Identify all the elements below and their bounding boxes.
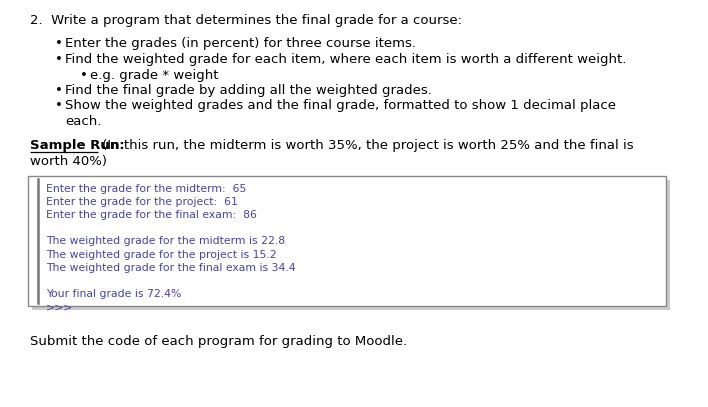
Bar — [28, 175, 666, 306]
Text: The weighted grade for the project is 15.2: The weighted grade for the project is 15… — [46, 249, 277, 260]
Text: Enter the grades (in percent) for three course items.: Enter the grades (in percent) for three … — [65, 37, 416, 50]
Text: •: • — [55, 99, 63, 112]
Text: Submit the code of each program for grading to Moodle.: Submit the code of each program for grad… — [30, 335, 407, 348]
Text: Enter the grade for the midterm:  65: Enter the grade for the midterm: 65 — [46, 184, 246, 193]
Text: (In this run, the midterm is worth 35%, the project is worth 25% and the final i: (In this run, the midterm is worth 35%, … — [98, 140, 634, 153]
Text: •: • — [55, 84, 63, 97]
Text: Show the weighted grades and the final grade, formatted to show 1 decimal place: Show the weighted grades and the final g… — [65, 99, 616, 112]
Text: Sample Run:: Sample Run: — [30, 140, 125, 153]
Text: e.g. grade * weight: e.g. grade * weight — [90, 68, 219, 81]
Text: 2.  Write a program that determines the final grade for a course:: 2. Write a program that determines the f… — [30, 14, 462, 27]
Text: worth 40%): worth 40%) — [30, 155, 107, 168]
Text: Enter the grade for the final exam:  86: Enter the grade for the final exam: 86 — [46, 210, 257, 220]
Text: •: • — [55, 53, 63, 66]
Text: >>>: >>> — [46, 302, 74, 312]
Text: Your final grade is 72.4%: Your final grade is 72.4% — [46, 289, 181, 299]
Text: each.: each. — [65, 115, 101, 128]
Text: •: • — [55, 37, 63, 50]
Text: The weighted grade for the midterm is 22.8: The weighted grade for the midterm is 22… — [46, 236, 285, 246]
Text: Find the weighted grade for each item, where each item is worth a different weig: Find the weighted grade for each item, w… — [65, 53, 627, 66]
Text: Enter the grade for the project:  61: Enter the grade for the project: 61 — [46, 197, 238, 207]
Bar — [32, 179, 670, 309]
Text: The weighted grade for the final exam is 34.4: The weighted grade for the final exam is… — [46, 263, 296, 273]
Text: Find the final grade by adding all the weighted grades.: Find the final grade by adding all the w… — [65, 84, 432, 97]
Text: •: • — [80, 68, 88, 81]
